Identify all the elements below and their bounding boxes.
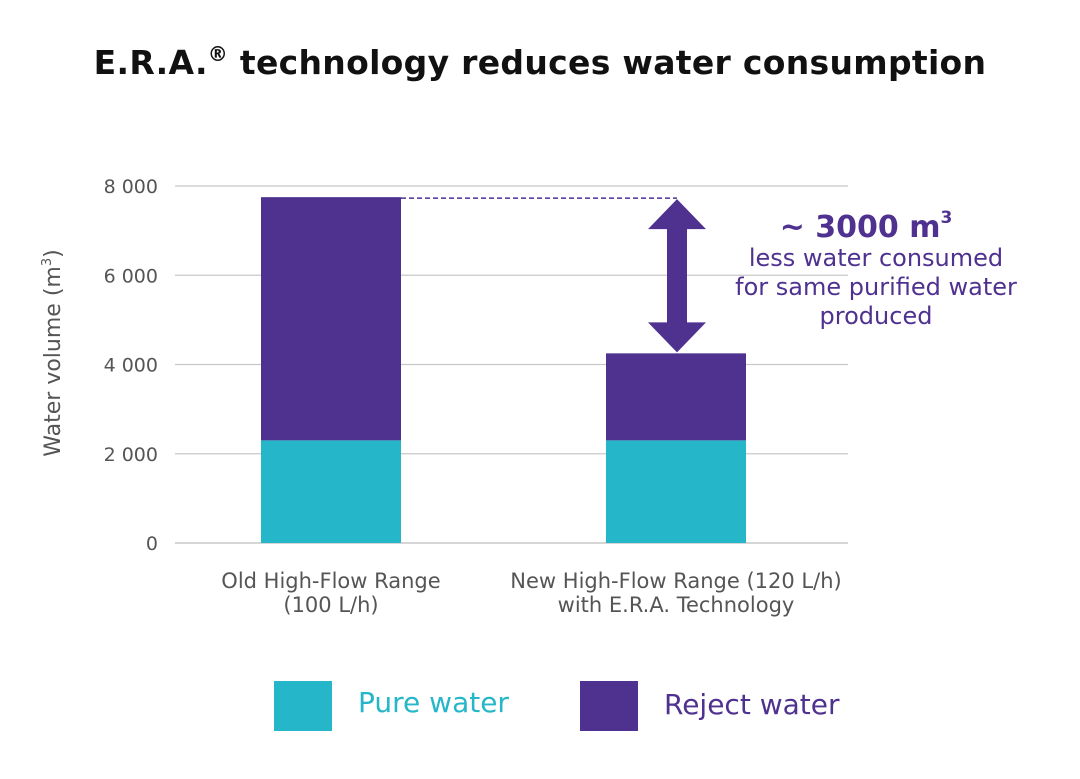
- difference-value: ~ 3000 m3: [779, 208, 953, 245]
- y-tick-label: 4 000: [104, 355, 158, 377]
- legend-swatch-reject-water: [580, 681, 638, 731]
- difference-text-line-2: for same purified water: [735, 273, 1017, 301]
- legend-label-pure-water: Pure water: [358, 686, 509, 719]
- difference-arrow-head-up: [648, 199, 706, 230]
- x-tick-label: New High-Flow Range (120 L/h): [510, 569, 841, 593]
- chart-title: E.R.A.® technology reduces water consump…: [93, 42, 987, 82]
- legend-label-reject-water: Reject water: [664, 688, 840, 721]
- bar-reject-water-new-range: [606, 353, 746, 441]
- difference-arrow-head-down: [648, 322, 706, 353]
- bar-pure-water-new-range: [606, 440, 746, 543]
- y-tick-label: 8 000: [104, 176, 158, 198]
- x-tick-label: Old High-Flow Range: [221, 569, 440, 593]
- x-tick-label: with E.R.A. Technology: [558, 593, 795, 617]
- legend-swatch-pure-water: [274, 681, 332, 731]
- difference-text-line-1: less water consumed: [748, 244, 1004, 272]
- y-tick-label: 2 000: [104, 444, 158, 466]
- y-axis-label: Water volume (m3): [40, 249, 66, 456]
- difference-text-line-3: produced: [819, 302, 933, 330]
- x-tick-label: (100 L/h): [283, 593, 378, 617]
- y-tick-label: 6 000: [104, 265, 158, 287]
- bar-pure-water-old-range: [261, 440, 401, 543]
- bar-reject-water-old-range: [261, 197, 401, 441]
- difference-arrow-shaft: [667, 227, 687, 325]
- y-tick-label: 0: [146, 533, 158, 555]
